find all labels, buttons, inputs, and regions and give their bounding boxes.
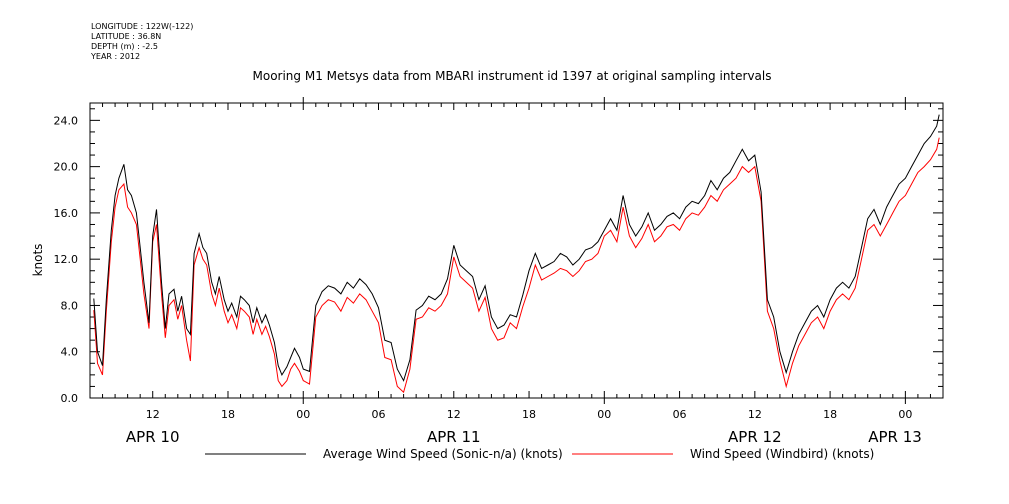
metadata-depth: DEPTH (m) : -2.5 [91,42,158,51]
y-tick-label: 8.0 [61,299,79,312]
day-label: APR 11 [427,428,481,446]
day-label: APR 10 [126,428,180,446]
x-tick-label: 00 [597,408,611,421]
y-axis-label: knots [31,244,45,277]
y-tick-label: 24.0 [54,114,79,127]
tick-labels: 0.0 4.0 8.0 12.0 16.0 20.0 24.0 12 18 00 06 12 18 00 0… [54,114,922,446]
x-tick-label: 00 [898,408,912,421]
metadata-longitude: LONGITUDE : 122W(-122) [91,22,193,31]
y-tick-label: 4.0 [61,346,79,359]
x-tick-label: 12 [146,408,160,421]
y-tick-label: 20.0 [54,161,79,174]
x-tick-label: 18 [522,408,536,421]
y-tick-label: 12.0 [54,253,79,266]
x-tick-label: 18 [221,408,235,421]
y-tick-label: 0.0 [61,392,79,405]
x-tick-label: 06 [673,408,687,421]
day-label: APR 13 [868,428,922,446]
y-tick-label: 16.0 [54,207,79,220]
chart-title: Mooring M1 Metsys data from MBARI instru… [253,69,772,83]
plot-frame [89,102,944,399]
x-tick-label: 18 [823,408,837,421]
series-layer [93,114,940,394]
x-tick-label: 00 [296,408,310,421]
axis-ticks [89,97,944,404]
metadata-latitude: LATITUDE : 36.8N [91,32,161,41]
legend: Average Wind Speed (Sonic-n/a) (knots) W… [205,447,874,461]
metadata-block: LONGITUDE : 122W(-122) LATITUDE : 36.8N … [90,22,193,61]
day-label: APR 12 [728,428,782,446]
series-line-windbird [93,137,940,394]
metadata-year: YEAR : 2012 [90,52,140,61]
x-tick-label: 12 [748,408,762,421]
legend-label-average: Average Wind Speed (Sonic-n/a) (knots) [323,447,563,461]
x-tick-label: 12 [447,408,461,421]
series-line-average [93,114,940,382]
legend-label-windbird: Wind Speed (Windbird) (knots) [690,447,874,461]
x-tick-label: 06 [372,408,386,421]
